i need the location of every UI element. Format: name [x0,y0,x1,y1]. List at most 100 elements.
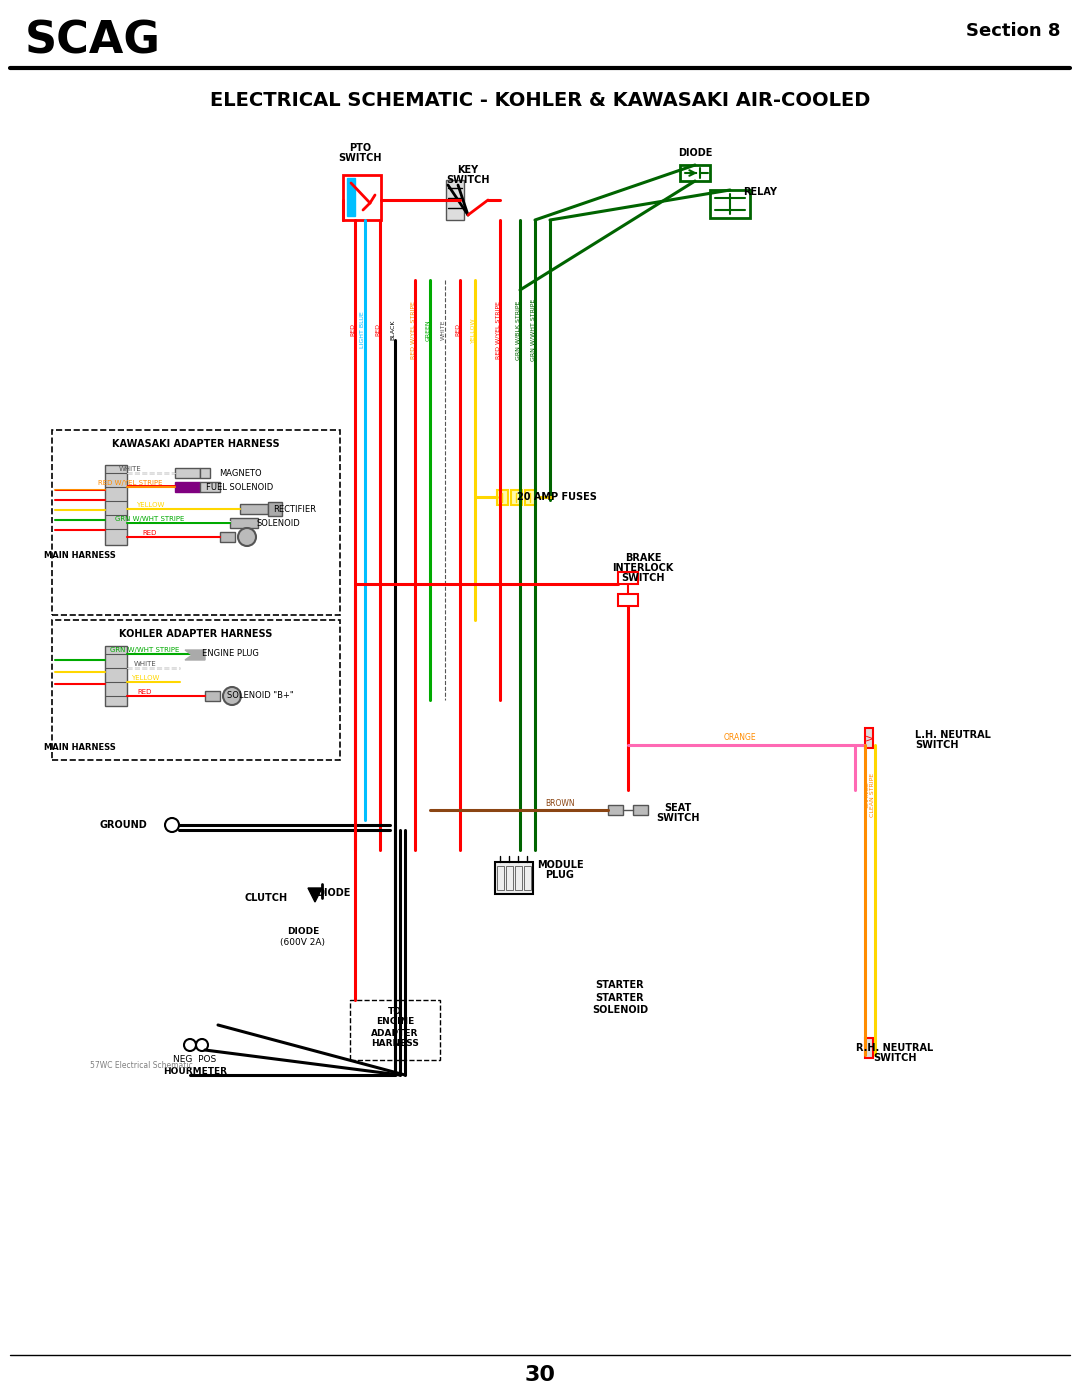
Text: BRAKE: BRAKE [624,553,661,563]
Text: GROUND: GROUND [99,820,147,830]
Text: SCAG: SCAG [25,20,161,63]
Text: YELLOW: YELLOW [471,317,475,342]
Text: ORANGE
CLEAN STRIPE: ORANGE CLEAN STRIPE [865,773,876,817]
Bar [525,490,536,504]
Text: GRN W/BLK STRIPE: GRN W/BLK STRIPE [515,300,521,359]
Text: BROWN: BROWN [545,799,575,807]
Text: RED W/YEL STRIPE: RED W/YEL STRIPE [410,302,416,359]
Bar [865,728,873,747]
Polygon shape [308,888,322,902]
Text: INTERLOCK: INTERLOCK [612,563,674,573]
Text: YELLOW: YELLOW [136,502,164,509]
Bar [200,468,210,478]
Text: RED W/YEL STRIPE: RED W/YEL STRIPE [98,481,162,486]
Text: MAGNETO: MAGNETO [218,468,261,478]
Text: ELECTRICAL SCHEMATIC - KOHLER & KAWASAKI AIR-COOLED: ELECTRICAL SCHEMATIC - KOHLER & KAWASAKI… [210,91,870,109]
Text: RED: RED [376,324,380,337]
Bar [175,482,200,492]
Text: L.H. NEUTRAL: L.H. NEUTRAL [915,731,990,740]
Text: CLUTCH: CLUTCH [245,893,288,902]
Text: RECTIFIER: RECTIFIER [273,504,316,514]
Bar [710,190,750,218]
Text: RELAY: RELAY [743,187,777,197]
Bar [618,594,638,606]
Text: DIODE: DIODE [678,148,712,158]
Bar [495,862,534,894]
Text: WHITE: WHITE [119,467,141,472]
Text: KEY: KEY [458,165,478,175]
Text: PLUG: PLUG [545,870,575,880]
Bar [515,866,522,890]
Text: 57WC Electrical Schematic: 57WC Electrical Schematic [90,1060,192,1070]
Bar [680,165,710,182]
Text: GREEN: GREEN [426,319,431,341]
Text: HARNESS: HARNESS [372,1039,419,1049]
Text: FUEL SOLENOID: FUEL SOLENOID [206,482,273,492]
Text: DIODE: DIODE [315,888,350,898]
Text: WHITE: WHITE [134,661,157,666]
Text: BLACK: BLACK [391,320,395,341]
Bar [205,692,220,701]
Bar [497,866,504,890]
Text: R.H. NEUTRAL: R.H. NEUTRAL [856,1044,933,1053]
Text: RED: RED [351,324,355,337]
Bar [52,430,340,615]
Text: SEAT: SEAT [664,803,691,813]
Text: SWITCH: SWITCH [338,154,381,163]
Circle shape [222,687,241,705]
Bar [524,866,531,890]
Bar [105,645,127,705]
Text: (600V 2A): (600V 2A) [281,939,325,947]
Bar [507,866,513,890]
Text: RED W/YEL STRIPE: RED W/YEL STRIPE [496,302,500,359]
Bar [446,180,464,219]
Bar [105,465,127,545]
Text: LIGHT BLUE: LIGHT BLUE [361,312,365,348]
Bar [608,805,623,814]
Text: 30: 30 [525,1365,555,1384]
Bar [175,468,200,478]
Text: SWITCH: SWITCH [915,740,959,750]
Text: ORANGE: ORANGE [724,733,756,742]
Text: SWITCH: SWITCH [621,573,665,583]
Text: ENGINE PLUG: ENGINE PLUG [202,650,258,658]
Text: MAIN HARNESS: MAIN HARNESS [44,550,116,560]
Bar [268,502,282,515]
Bar [52,620,340,760]
Text: >: > [864,733,874,743]
Text: RED: RED [143,529,158,536]
Text: KOHLER ADAPTER HARNESS: KOHLER ADAPTER HARNESS [119,629,272,638]
Bar [350,1000,440,1060]
Bar [511,490,522,504]
Text: ADAPTER: ADAPTER [372,1028,419,1038]
Text: KAWASAKI ADAPTER HARNESS: KAWASAKI ADAPTER HARNESS [112,439,280,448]
Bar [200,482,220,492]
Text: GRN W/WHT STRIPE: GRN W/WHT STRIPE [110,647,179,652]
Text: SWITCH: SWITCH [446,175,489,184]
Bar [220,532,235,542]
Text: SOLENOID: SOLENOID [256,518,300,528]
Text: GRN W/WHT STRIPE: GRN W/WHT STRIPE [530,299,536,362]
Text: RED: RED [138,689,152,694]
Bar [497,490,508,504]
Text: SOLENOID: SOLENOID [592,1004,648,1016]
Text: NEG  POS: NEG POS [174,1056,217,1065]
Text: 20 AMP FUSES: 20 AMP FUSES [517,492,597,502]
Text: MAIN HARNESS: MAIN HARNESS [44,743,116,753]
Bar [618,571,638,584]
Text: STARTER: STARTER [596,981,645,990]
Text: DIODE: DIODE [287,926,319,936]
Bar [240,504,268,514]
Text: GRN W/WHT STRIPE: GRN W/WHT STRIPE [116,515,185,522]
Bar [343,175,381,219]
Text: SWITCH: SWITCH [657,813,700,823]
Text: RED: RED [456,324,460,337]
Text: SWITCH: SWITCH [874,1053,917,1063]
Circle shape [238,528,256,546]
Text: YELLOW: YELLOW [131,675,159,680]
Text: WHITE: WHITE [441,320,446,341]
Text: Section 8: Section 8 [966,22,1059,41]
Bar [633,805,648,814]
Text: SOLENOID "B+": SOLENOID "B+" [227,692,294,700]
Bar [865,1038,873,1058]
